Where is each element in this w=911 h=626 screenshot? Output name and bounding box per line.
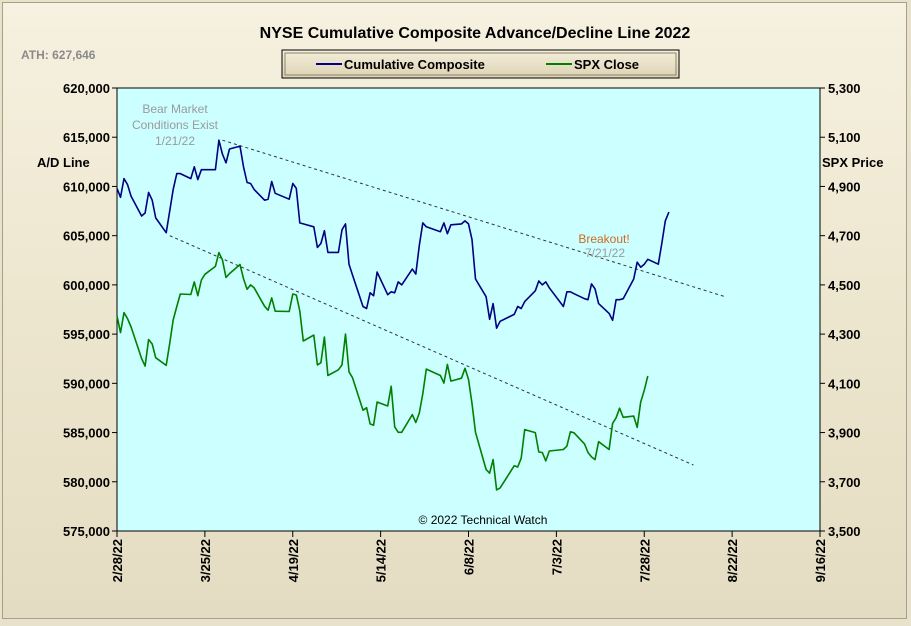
copyright-text: © 2022 Technical Watch <box>419 513 548 527</box>
trendline-2 <box>169 235 694 466</box>
trendline-1 <box>222 139 726 298</box>
chart-title: NYSE Cumulative Composite Advance/Declin… <box>260 25 691 42</box>
left-tick-label: 575,000 <box>63 524 110 539</box>
left-tick-label: 620,000 <box>63 81 110 96</box>
legend-box <box>281 49 680 79</box>
right-tick-label: 5,100 <box>828 130 861 145</box>
composite-ad-line <box>116 139 670 330</box>
right-tick-label: 4,100 <box>828 376 861 391</box>
x-tick-label: 8/22/22 <box>725 539 740 582</box>
right-tick-label: 4,700 <box>828 229 861 244</box>
left-tick-label: 610,000 <box>63 179 110 194</box>
right-tick-label: 4,500 <box>828 278 861 293</box>
annotation-breakout: Breakout! <box>578 232 629 246</box>
left-axis-label: A/D Line <box>37 155 90 170</box>
x-tick-label: 5/14/22 <box>374 539 389 582</box>
left-tick-label: 600,000 <box>63 278 110 293</box>
legend: Cumulative Composite SPX Close <box>281 49 680 79</box>
annotation-bear-line-1: Bear Market <box>142 102 208 116</box>
annotation-breakout-date: 7/21/22 <box>585 246 625 260</box>
annotation-bear-line-3: 1/21/22 <box>155 134 195 148</box>
annotation-bear-line-2: Conditions Exist <box>132 118 219 132</box>
x-tick-label: 7/3/22 <box>549 539 564 575</box>
x-axis-ticks: 2/28/22 3/25/22 4/19/22 5/14/22 6/8/22 7/3/22… <box>110 531 828 582</box>
spx-close-line <box>116 251 649 491</box>
right-axis-ticks: 5,300 5,100 4,900 4,700 4,500 4,300 4,100 3,900… <box>820 81 861 539</box>
ath-label: ATH: 627,646 <box>21 48 96 62</box>
right-tick-label: 3,700 <box>828 475 861 490</box>
left-tick-label: 590,000 <box>63 376 110 391</box>
plot-area <box>116 87 821 532</box>
legend-label-spx: SPX Close <box>574 57 639 72</box>
right-tick-label: 4,900 <box>828 179 861 194</box>
left-tick-label: 615,000 <box>63 130 110 145</box>
x-tick-label: 3/25/22 <box>198 539 213 582</box>
right-tick-label: 5,300 <box>828 81 861 96</box>
left-axis-ticks: 620,000 615,000 610,000 605,000 600,000 595,0… <box>63 81 117 539</box>
x-tick-label: 4/19/22 <box>286 539 301 582</box>
left-tick-label: 595,000 <box>63 327 110 342</box>
bear-market-annotation: Bear Market Conditions Exist 1/21/22 <box>132 102 219 148</box>
left-tick-label: 585,000 <box>63 426 110 441</box>
right-axis-label: SPX Price <box>822 155 883 170</box>
x-tick-label: 6/8/22 <box>462 539 477 575</box>
x-tick-label: 2/28/22 <box>110 539 125 582</box>
right-tick-label: 3,500 <box>828 524 861 539</box>
trendlines <box>169 139 726 466</box>
chart-frame: NYSE Cumulative Composite Advance/Declin… <box>2 2 907 619</box>
legend-label-composite: Cumulative Composite <box>344 57 485 72</box>
left-tick-label: 580,000 <box>63 475 110 490</box>
x-tick-label: 7/28/22 <box>637 539 652 582</box>
left-tick-label: 605,000 <box>63 229 110 244</box>
right-tick-label: 3,900 <box>828 426 861 441</box>
series-lines <box>116 139 670 491</box>
ad-line-chart: NYSE Cumulative Composite Advance/Declin… <box>21 25 883 582</box>
x-tick-label: 9/16/22 <box>813 539 828 582</box>
right-tick-label: 4,300 <box>828 327 861 342</box>
